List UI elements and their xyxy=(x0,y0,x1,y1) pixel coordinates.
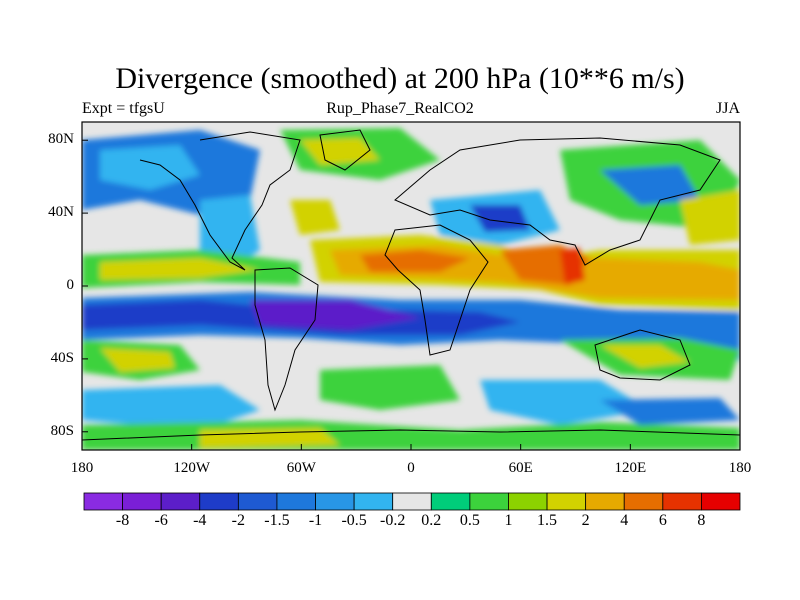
field-blob xyxy=(560,248,585,285)
colorbar-swatch xyxy=(508,492,548,511)
x-tick-label: 120E xyxy=(614,460,647,476)
field-blob xyxy=(470,205,530,232)
run-name-label: Rup_Phase7_RealCO2 xyxy=(326,100,474,117)
x-tick-label: 0 xyxy=(407,460,415,476)
y-tick-label: 0 xyxy=(66,277,75,293)
colorbar-label: -8 xyxy=(115,512,130,529)
colorbar-label: 1.5 xyxy=(537,512,558,529)
colorbar-label: 4 xyxy=(620,512,629,529)
colorbar-label: -0.5 xyxy=(341,512,367,529)
chart-title: Divergence (smoothed) at 200 hPa (10**6 … xyxy=(115,62,685,95)
colorbar-label: 8 xyxy=(697,512,706,529)
colorbar-label: 1 xyxy=(504,512,513,529)
colorbar-label: 0.2 xyxy=(421,512,442,529)
colorbar-swatch xyxy=(237,492,278,511)
coast-antarctica xyxy=(82,429,740,441)
coast-australia xyxy=(594,329,691,381)
colorbar-swatch xyxy=(430,492,471,511)
coast-eurasia xyxy=(394,137,721,266)
colorbar-swatch xyxy=(83,492,123,511)
colorbar-swatch xyxy=(122,492,162,511)
field-blob xyxy=(600,345,690,368)
field-blob xyxy=(680,190,740,245)
field-blob xyxy=(100,145,200,190)
colorbar-swatch xyxy=(392,492,432,511)
coast-greenland xyxy=(319,129,371,171)
experiment-label: Expt = tfgsU xyxy=(82,100,165,117)
colorbar-swatch xyxy=(276,492,316,511)
field-blob xyxy=(290,200,340,235)
y-tick-label: 80N xyxy=(48,131,74,148)
field-blob xyxy=(360,250,470,272)
field-blob xyxy=(200,428,340,448)
x-tick-label: 120W xyxy=(173,460,210,476)
colorbar-swatch xyxy=(662,492,702,511)
colorbar-swatch xyxy=(623,492,664,511)
colorbar-swatch xyxy=(315,492,355,511)
field-blob xyxy=(600,165,700,205)
coastlines xyxy=(82,129,740,441)
colorbar-swatch xyxy=(701,492,741,511)
x-tick-label: 180 xyxy=(728,460,752,476)
y-tick-label: 80S xyxy=(50,422,74,439)
x-tick-label: 60W xyxy=(286,460,316,476)
y-tick-label: 40S xyxy=(50,349,74,366)
x-tick-label: 60E xyxy=(508,460,533,476)
coast-south-america xyxy=(254,267,319,412)
coast-africa xyxy=(384,224,489,356)
colorbar-swatch xyxy=(546,492,587,511)
divergence-field xyxy=(82,122,740,450)
colorbar-swatch xyxy=(585,492,625,511)
field-blob xyxy=(200,195,260,270)
field-blob xyxy=(480,380,650,425)
colorbar-swatch xyxy=(469,492,509,511)
colorbar-label: 2 xyxy=(581,512,590,529)
colorbar-label: -6 xyxy=(154,512,168,529)
colorbar-label: 6 xyxy=(658,512,667,529)
field-blob xyxy=(100,258,260,280)
colorbar-swatch xyxy=(199,492,239,511)
colorbar-label: -1.5 xyxy=(264,512,290,529)
coast-north-america xyxy=(139,131,301,271)
x-tick-label: 180 xyxy=(70,460,94,476)
colorbar-label: -1 xyxy=(308,512,323,529)
field-blob xyxy=(600,398,740,425)
colorbar-swatch xyxy=(353,492,394,511)
colorbar-label: -2 xyxy=(231,512,245,529)
field-blob xyxy=(82,385,260,430)
field-blob xyxy=(250,300,420,330)
colorbar-label: -4 xyxy=(193,512,207,529)
y-tick-label: 40N xyxy=(48,204,74,221)
field-blob xyxy=(100,348,175,372)
axis-ticks xyxy=(81,139,741,450)
colorbar-swatch xyxy=(160,492,201,511)
colorbar-label: 0.5 xyxy=(459,512,480,529)
season-label: JJA xyxy=(715,100,740,117)
colorbar-label: -0.2 xyxy=(380,512,406,529)
field-blob xyxy=(320,365,460,410)
